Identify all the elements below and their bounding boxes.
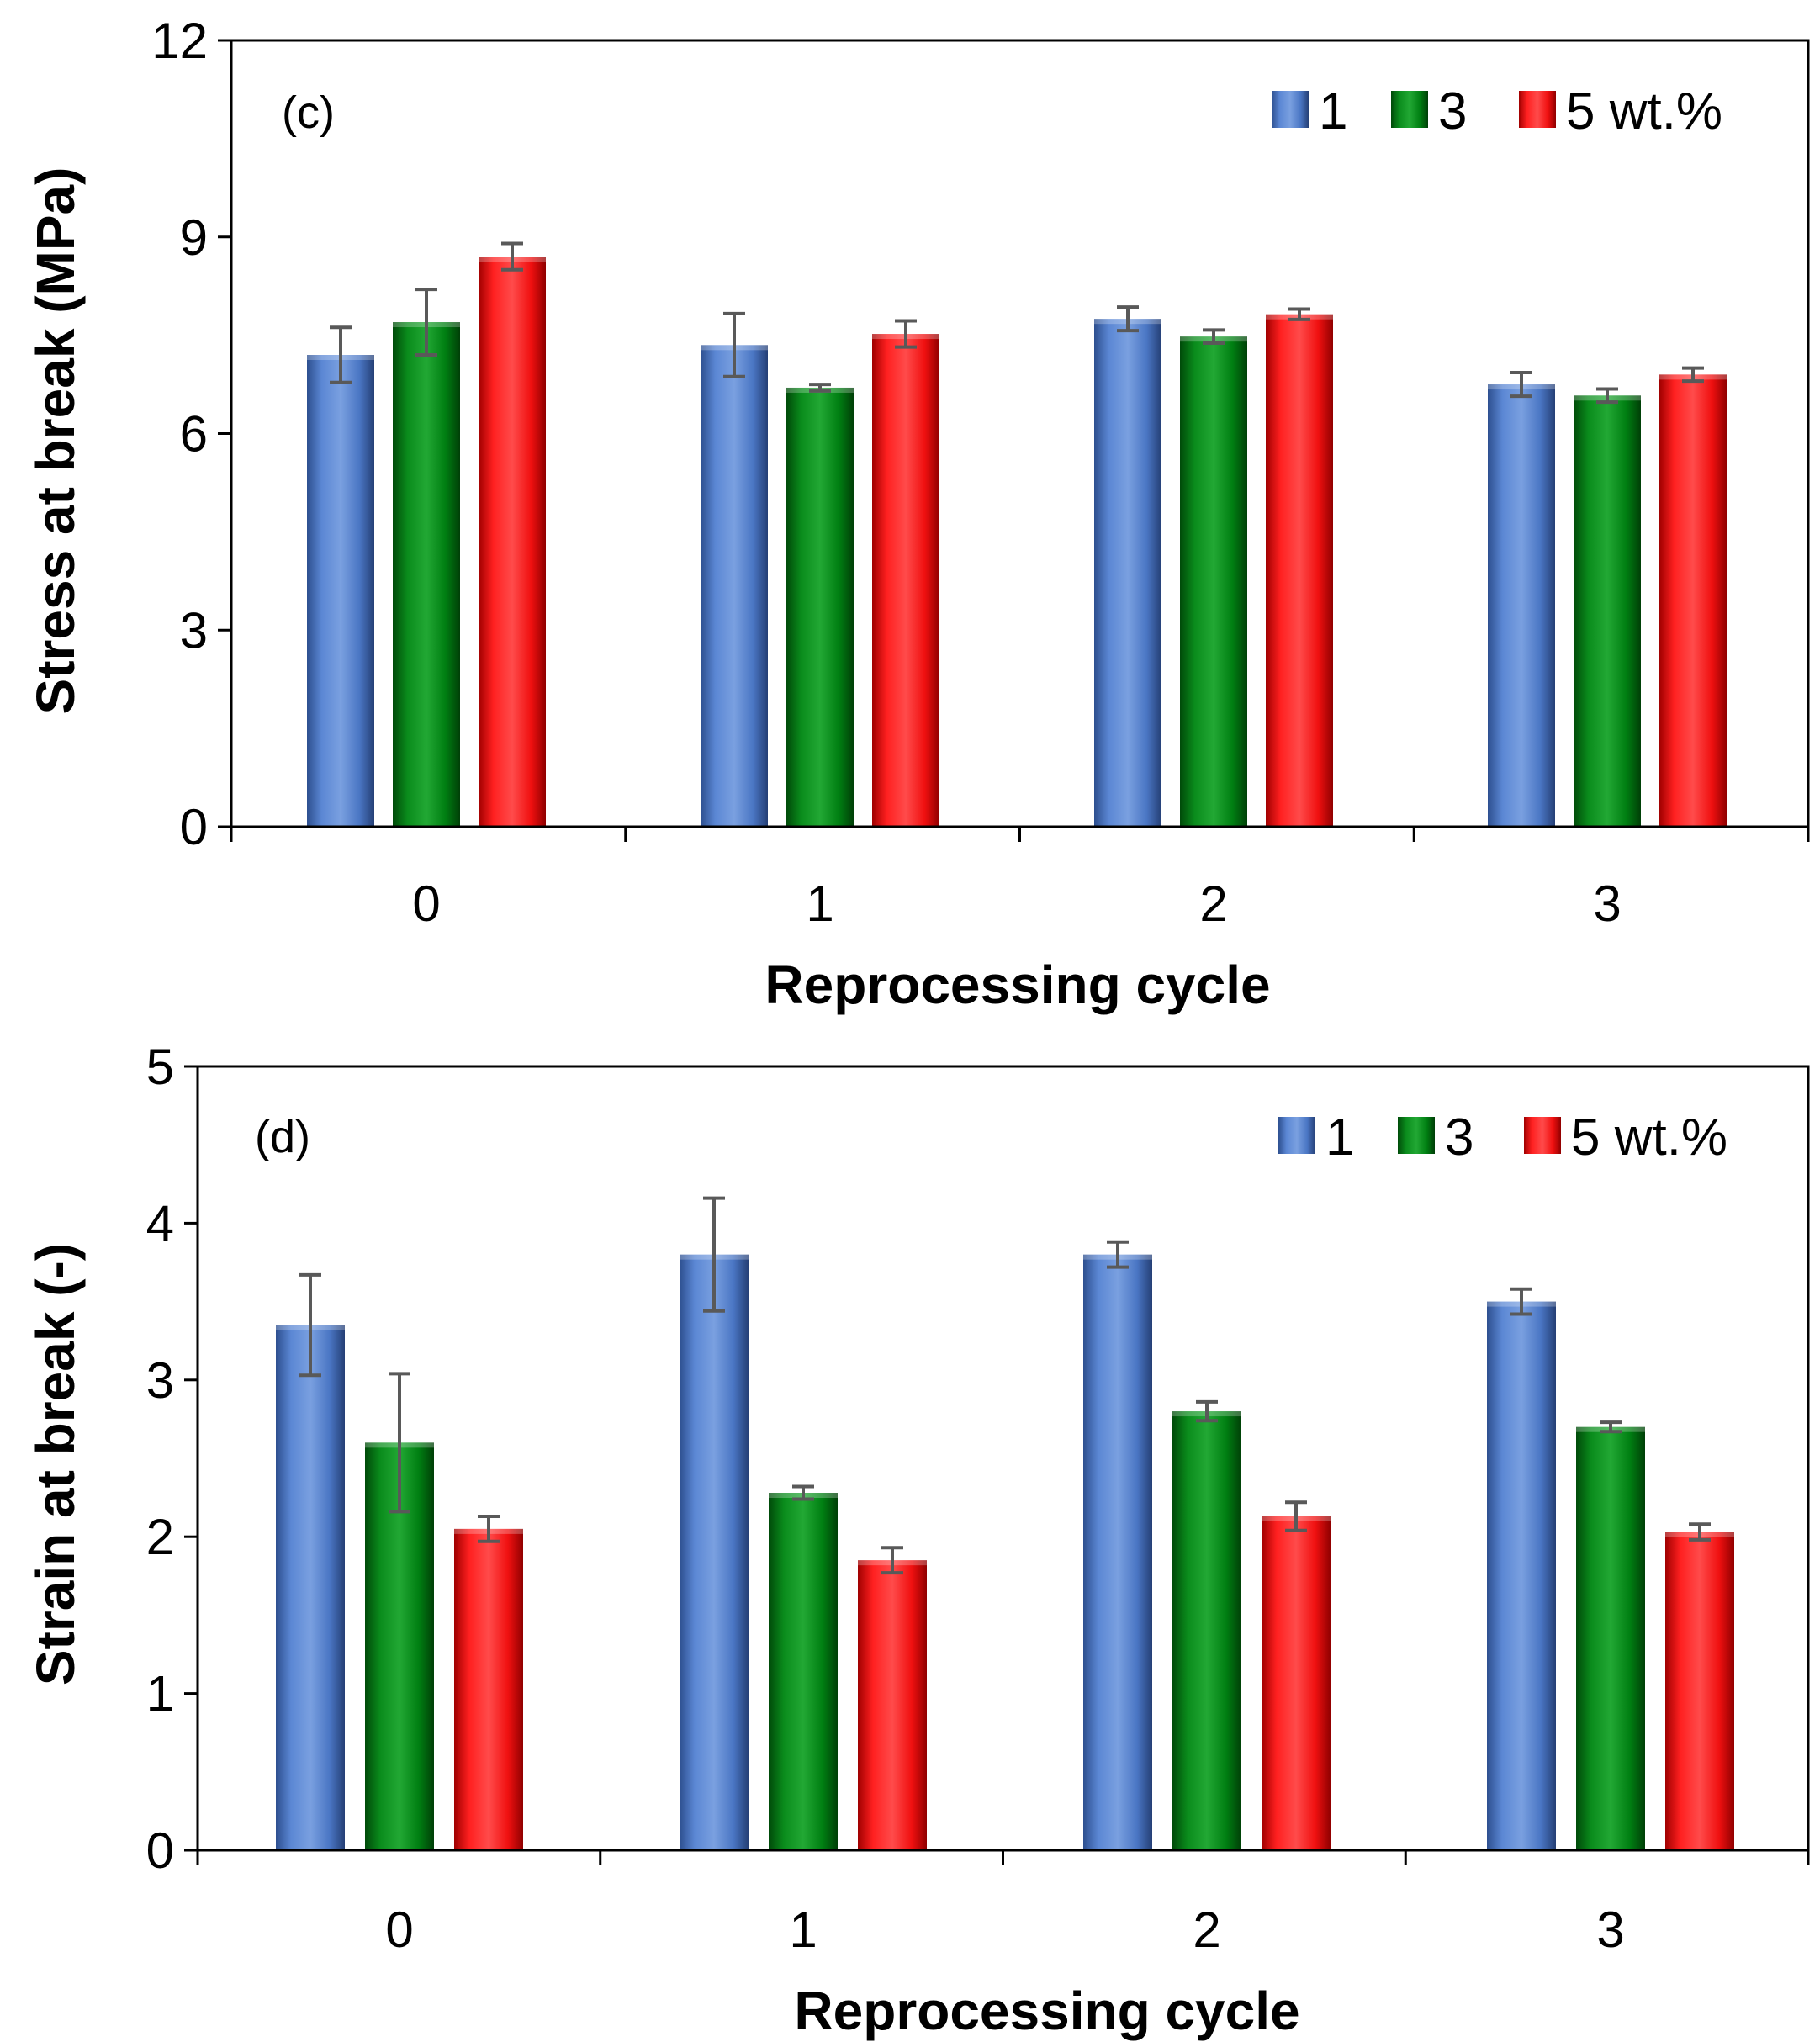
x-axis-title: Reprocessing cycle xyxy=(765,955,1270,1015)
x-tick-label: 2 xyxy=(1193,1902,1220,1958)
bar-series-2-cat-3 xyxy=(1659,374,1727,827)
bar-series-0-cat-3 xyxy=(1487,1301,1556,1850)
bar-series-1-cat-1 xyxy=(769,1493,838,1850)
legend-label-1: 1 xyxy=(1319,82,1347,140)
bar-series-1-cat-2 xyxy=(1172,1411,1241,1850)
legend-swatch-3 xyxy=(1391,91,1428,128)
bar-series-1-cat-3 xyxy=(1574,395,1641,827)
legend-swatch-3 xyxy=(1398,1117,1435,1154)
y-tick-label: 5 xyxy=(146,1039,174,1095)
chart-panel-d: (d) Reprocessing cycle Strain at break (… xyxy=(25,1039,1810,2041)
bar-series-0-cat-0 xyxy=(276,1325,345,1850)
x-tick-label: 1 xyxy=(789,1902,817,1958)
legend: 1 3 5 wt.% xyxy=(1278,1108,1727,1166)
bar-series-1-cat-3 xyxy=(1576,1426,1645,1850)
x-tick-label: 0 xyxy=(385,1902,413,1958)
y-tick-label: 9 xyxy=(180,209,208,266)
legend-swatch-1 xyxy=(1278,1117,1315,1154)
bar-series-1-cat-1 xyxy=(786,387,854,827)
y-axis-title: Strain at break (-) xyxy=(25,1243,86,1685)
bar-series-2-cat-2 xyxy=(1262,1516,1331,1850)
chart-panel-c: (c) Reprocessing cycle Stress at break (… xyxy=(25,13,1810,1015)
bar-series-2-cat-2 xyxy=(1266,314,1333,828)
x-axis-title: Reprocessing cycle xyxy=(794,1981,1299,2041)
y-tick-label: 0 xyxy=(146,1822,174,1879)
y-tick-label: 3 xyxy=(180,602,208,659)
bar-series-1-cat-2 xyxy=(1180,336,1247,827)
bar-series-2-cat-1 xyxy=(858,1560,927,1850)
bar-series-2-cat-0 xyxy=(454,1528,523,1850)
bar-series-0-cat-3 xyxy=(1488,384,1555,827)
bar-series-0-cat-1 xyxy=(680,1254,749,1850)
panel-label: (d) xyxy=(255,1112,310,1162)
legend-label-3: 3 xyxy=(1438,82,1467,140)
y-tick-label: 2 xyxy=(146,1509,174,1565)
legend-label-3: 3 xyxy=(1445,1108,1473,1166)
y-tick-label: 6 xyxy=(180,406,208,463)
bar-series-2-cat-3 xyxy=(1665,1532,1734,1850)
y-tick-label: 0 xyxy=(180,799,208,855)
x-tick-label: 1 xyxy=(806,876,833,932)
legend-swatch-1 xyxy=(1272,91,1309,128)
panel-label: (c) xyxy=(282,87,335,138)
legend-swatch-5wt xyxy=(1519,91,1556,128)
legend: 1 3 5 wt.% xyxy=(1272,82,1722,140)
legend-label-1: 1 xyxy=(1325,1108,1354,1166)
x-tick-label: 3 xyxy=(1593,876,1621,932)
x-tick-label: 3 xyxy=(1596,1902,1624,1958)
y-tick-label: 1 xyxy=(146,1666,174,1722)
bar-series-0-cat-2 xyxy=(1094,319,1161,827)
y-tick-label: 4 xyxy=(146,1195,174,1251)
x-tick-label: 0 xyxy=(412,876,440,932)
legend-label-5wt: 5 wt.% xyxy=(1566,82,1722,140)
y-tick-label: 3 xyxy=(146,1352,174,1409)
bar-series-0-cat-0 xyxy=(307,355,374,827)
bar-series-0-cat-2 xyxy=(1083,1254,1152,1850)
y-tick-label: 12 xyxy=(151,13,208,69)
bar-series-2-cat-0 xyxy=(479,257,546,827)
plot-frame xyxy=(230,39,1810,828)
plot-frame xyxy=(196,1065,1810,1852)
bar-series-0-cat-1 xyxy=(701,345,768,827)
x-tick-label: 2 xyxy=(1199,876,1227,932)
y-axis-title: Stress at break (MPa) xyxy=(25,167,86,715)
legend-label-5wt: 5 wt.% xyxy=(1571,1108,1727,1166)
legend-swatch-5wt xyxy=(1524,1117,1561,1154)
bar-series-1-cat-0 xyxy=(393,322,460,828)
bar-series-2-cat-1 xyxy=(872,334,939,828)
